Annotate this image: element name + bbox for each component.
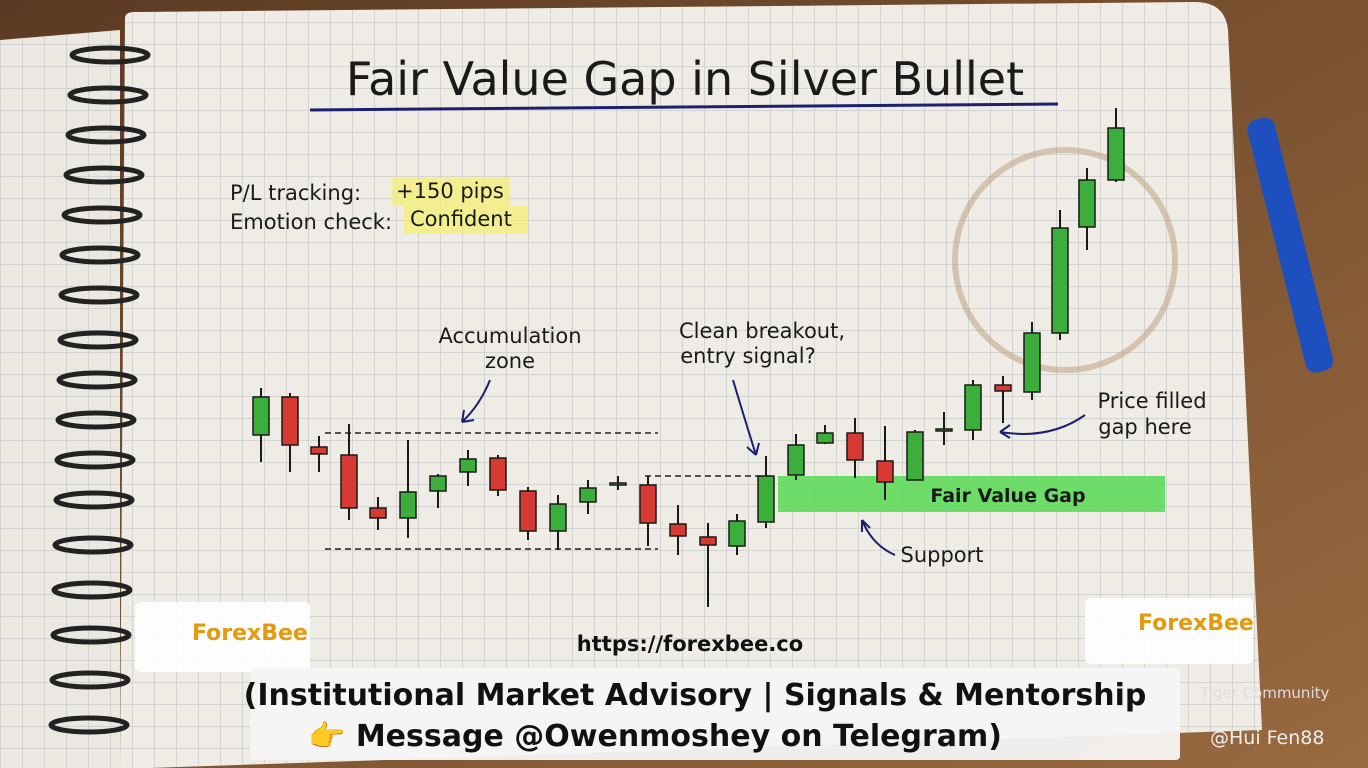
candle-body bbox=[728, 520, 746, 547]
candle-body bbox=[935, 428, 953, 432]
candle-body bbox=[429, 475, 447, 492]
candle-body bbox=[787, 444, 805, 476]
url: https://forexbee.co bbox=[577, 632, 803, 656]
annotation: entry signal? bbox=[680, 344, 815, 368]
candle-body bbox=[369, 507, 387, 519]
annotation: Support bbox=[900, 543, 983, 567]
title-underline bbox=[309, 102, 1059, 112]
candle-body bbox=[876, 460, 894, 483]
candle-body bbox=[1023, 332, 1041, 393]
candle-body bbox=[340, 454, 358, 509]
candle-body bbox=[252, 396, 270, 436]
annotation: gap here bbox=[1098, 415, 1192, 439]
candle-body bbox=[281, 396, 299, 446]
annotation: Accumulation bbox=[438, 324, 581, 348]
candle-body bbox=[399, 491, 417, 519]
candle-body bbox=[579, 487, 597, 503]
arrow bbox=[732, 379, 760, 456]
annotation: zone bbox=[485, 349, 535, 373]
pen bbox=[1247, 117, 1334, 373]
candle-body bbox=[1051, 227, 1069, 334]
annotation: Clean breakout, bbox=[679, 319, 845, 343]
candles bbox=[252, 108, 1125, 607]
candle-body bbox=[639, 484, 657, 524]
pl-label: P/L tracking: bbox=[230, 181, 361, 205]
watermark: Tiger Community bbox=[1199, 684, 1329, 702]
banner-line: 👉 Message @Owenmoshey on Telegram) bbox=[308, 719, 1002, 754]
candle-body bbox=[699, 536, 717, 546]
fvg-label: Fair Value Gap bbox=[930, 485, 1085, 507]
title: Fair Value Gap in Silver Bullet bbox=[346, 52, 1024, 106]
annotation: Price filled bbox=[1097, 389, 1206, 413]
candle-body bbox=[1078, 179, 1096, 228]
candle-body bbox=[906, 431, 924, 481]
emotion-label: Emotion check: bbox=[230, 210, 392, 234]
logo-box bbox=[1085, 598, 1253, 664]
candle-body bbox=[1107, 127, 1125, 181]
arrow bbox=[861, 519, 896, 556]
highlight bbox=[404, 206, 528, 234]
fvg-zone bbox=[778, 476, 1165, 512]
candle-body bbox=[310, 446, 328, 455]
pl-value: +150 pips bbox=[396, 179, 504, 203]
emotion-value: Confident bbox=[410, 207, 512, 231]
candle-body bbox=[459, 458, 477, 473]
candle-body bbox=[964, 384, 982, 431]
candle-body bbox=[816, 432, 834, 444]
arrow bbox=[999, 414, 1086, 439]
logo-box bbox=[135, 602, 310, 672]
candle-body bbox=[609, 482, 627, 486]
watermark: @Hui Fen88 bbox=[1210, 727, 1324, 749]
banner bbox=[250, 668, 1180, 760]
spiral bbox=[48, 45, 151, 735]
coffee-stain bbox=[952, 147, 1178, 373]
candle-body bbox=[846, 432, 864, 461]
banner-line: (Institutional Market Advisory | Signals… bbox=[244, 678, 1147, 713]
candle-body bbox=[489, 457, 507, 491]
candle-body bbox=[549, 503, 567, 532]
logo: ForexBee bbox=[192, 621, 308, 646]
candle-body bbox=[669, 523, 687, 537]
arrow bbox=[461, 379, 491, 423]
candle-body bbox=[994, 384, 1012, 392]
logo: ForexBee bbox=[1138, 611, 1254, 636]
candle-body bbox=[757, 475, 775, 523]
candle-body bbox=[519, 490, 537, 532]
highlight bbox=[392, 178, 510, 206]
